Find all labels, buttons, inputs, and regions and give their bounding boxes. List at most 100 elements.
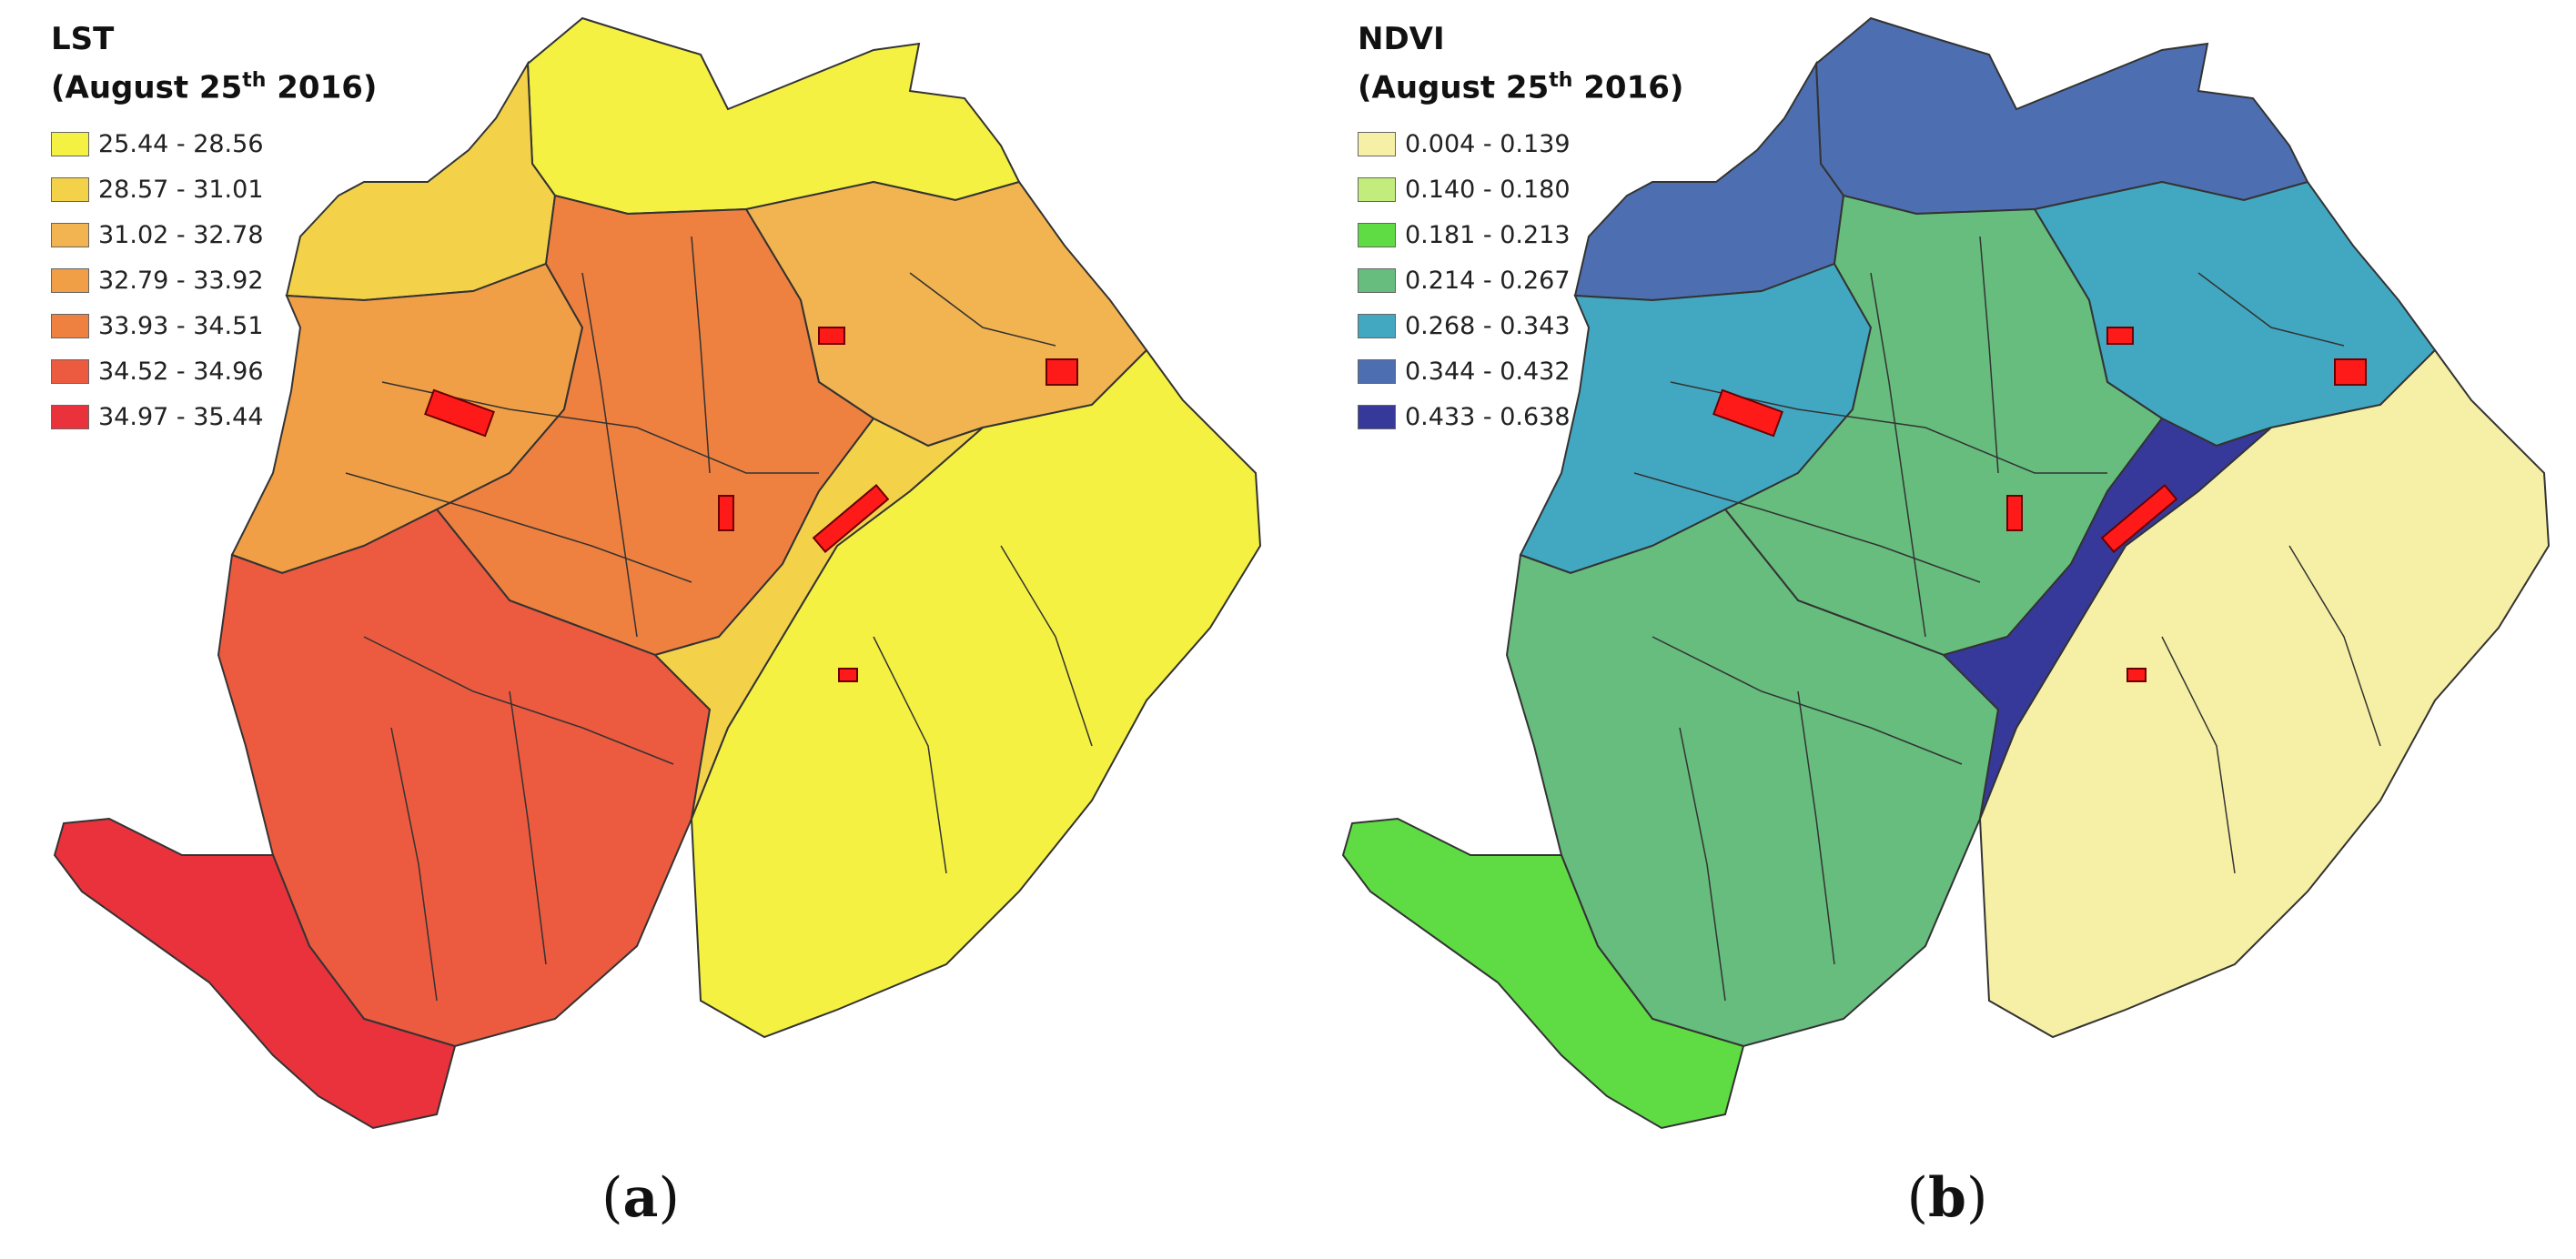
ndvi-legend-swatch [1358, 267, 1396, 293]
ndvi-hotspot [2100, 484, 2178, 553]
ndvi-map-regions [1341, 16, 2551, 1130]
ndvi-boundary-line [1979, 236, 1999, 474]
lst-region-southwest [217, 508, 712, 1048]
lst-legend-item: 34.52 - 34.96 [51, 348, 377, 394]
lst-legend-list: 25.44 - 28.56 28.57 - 31.01 31.02 - 32.7… [51, 121, 377, 439]
ndvi-region-far-southwest [1341, 817, 1745, 1130]
lst-legend-swatch [51, 176, 89, 202]
lst-legend-item: 32.79 - 33.92 [51, 257, 377, 303]
ndvi-region-southwest [1505, 508, 2000, 1048]
lst-hotspots [424, 327, 1078, 682]
ndvi-hotspot [2006, 495, 2023, 531]
lst-hotspot [838, 668, 858, 682]
lst-map-regions [53, 16, 1262, 1130]
ndvi-boundary-line [2161, 636, 2236, 874]
ndvi-boundary-line [2288, 545, 2381, 747]
ndvi-hotspot [2106, 327, 2134, 345]
lst-boundary-line [363, 636, 674, 765]
lst-legend-swatch [51, 358, 89, 384]
lst-legend-label: 34.97 - 35.44 [98, 402, 264, 431]
ndvi-boundary-line [1870, 272, 1926, 638]
lst-legend-label: 33.93 - 34.51 [98, 311, 264, 340]
ndvi-title-date: (August 25th 2016) [1358, 69, 1684, 106]
ndvi-legend-label: 0.214 - 0.267 [1405, 266, 1571, 295]
lst-legend-item: 31.02 - 32.78 [51, 212, 377, 257]
ndvi-legend-title: NDVI (August 25th 2016) [1358, 18, 1683, 108]
lst-legend-swatch [51, 267, 89, 293]
ndvi-legend-item: 0.004 - 0.139 [1358, 121, 1683, 166]
ndvi-boundary-line [2197, 272, 2345, 347]
ndvi-legend-swatch [1358, 176, 1396, 202]
lst-legend: LST (August 25th 2016) 25.44 - 28.56 28.… [51, 18, 377, 439]
ndvi-legend-item: 0.433 - 0.638 [1358, 394, 1683, 439]
lst-region-north [526, 16, 1021, 216]
ndvi-legend-item: 0.181 - 0.213 [1358, 212, 1683, 257]
ndvi-hotspot [2334, 358, 2367, 386]
ndvi-title-main: NDVI [1358, 21, 1445, 57]
ndvi-region-north [1814, 16, 2309, 216]
lst-legend-label: 28.57 - 31.01 [98, 175, 264, 204]
lst-title-main: LST [51, 21, 115, 57]
ndvi-legend-item: 0.140 - 0.180 [1358, 166, 1683, 212]
lst-legend-swatch [51, 222, 89, 247]
ndvi-boundary-line [1797, 690, 1835, 965]
ndvi-region-southeast [1942, 417, 2272, 820]
lst-caption: (a) [601, 1166, 680, 1230]
ndvi-legend-label: 0.433 - 0.638 [1405, 402, 1571, 431]
lst-region-far-southwest [53, 817, 457, 1130]
ndvi-legend-label: 0.268 - 0.343 [1405, 311, 1571, 340]
ndvi-hotspot [2126, 668, 2147, 682]
ndvi-legend-swatch [1358, 131, 1396, 156]
lst-hotspot [812, 484, 890, 553]
ndvi-legend-list: 0.004 - 0.139 0.140 - 0.180 0.181 - 0.21… [1358, 121, 1683, 439]
lst-district-boundaries [345, 236, 1093, 1002]
lst-legend-swatch [51, 131, 89, 156]
lst-hotspot [424, 388, 495, 438]
lst-boundary-line [873, 636, 947, 874]
lst-legend-label: 25.44 - 28.56 [98, 129, 264, 158]
lst-legend-item: 33.93 - 34.51 [51, 303, 377, 348]
ndvi-map [1341, 16, 2551, 1130]
lst-map [53, 16, 1262, 1130]
ndvi-legend-swatch [1358, 313, 1396, 338]
ndvi-district-boundaries [1633, 236, 2381, 1002]
lst-boundary-line [381, 381, 819, 474]
lst-legend-label: 34.52 - 34.96 [98, 357, 264, 386]
ndvi-map-panel: NDVI (August 25th 2016) 0.004 - 0.139 0.… [1288, 0, 2576, 1259]
ndvi-legend-label: 0.344 - 0.432 [1405, 357, 1571, 386]
lst-legend-label: 31.02 - 32.78 [98, 220, 264, 249]
ndvi-legend-swatch [1358, 358, 1396, 384]
lst-title-date: (August 25th 2016) [51, 69, 378, 106]
lst-map-panel: LST (August 25th 2016) 25.44 - 28.56 28.… [51, 16, 1262, 1230]
lst-legend-item: 25.44 - 28.56 [51, 121, 377, 166]
lst-legend-item: 34.97 - 35.44 [51, 394, 377, 439]
ndvi-legend-swatch [1358, 222, 1396, 247]
ndvi-hotspot [1712, 388, 1783, 438]
ndvi-boundary-line [1679, 727, 1726, 1002]
lst-legend-swatch [51, 313, 89, 338]
ndvi-boundary-line [1633, 472, 1981, 583]
ndvi-legend-label: 0.004 - 0.139 [1405, 129, 1571, 158]
ndvi-legend: NDVI (August 25th 2016) 0.004 - 0.139 0.… [1358, 18, 1683, 439]
ndvi-boundary-line [1670, 381, 2107, 474]
lst-boundary-line [390, 727, 438, 1002]
lst-hotspot [718, 495, 734, 531]
ndvi-legend-item: 0.344 - 0.432 [1358, 348, 1683, 394]
lst-boundary-line [581, 272, 638, 638]
ndvi-legend-label: 0.181 - 0.213 [1405, 220, 1571, 249]
lst-boundary-line [509, 690, 547, 965]
ndvi-legend-item: 0.268 - 0.343 [1358, 303, 1683, 348]
lst-legend-label: 32.79 - 33.92 [98, 266, 264, 295]
lst-hotspot [818, 327, 845, 345]
ndvi-legend-swatch [1358, 404, 1396, 429]
ndvi-legend-label: 0.140 - 0.180 [1405, 175, 1571, 204]
ndvi-hotspots [1712, 327, 2367, 682]
lst-boundary-line [1000, 545, 1093, 747]
lst-boundary-line [345, 472, 692, 583]
lst-legend-title: LST (August 25th 2016) [51, 18, 377, 108]
lst-legend-swatch [51, 404, 89, 429]
lst-boundary-line [691, 236, 711, 474]
ndvi-boundary-line [1652, 636, 1963, 765]
lst-hotspot [1046, 358, 1078, 386]
lst-legend-item: 28.57 - 31.01 [51, 166, 377, 212]
